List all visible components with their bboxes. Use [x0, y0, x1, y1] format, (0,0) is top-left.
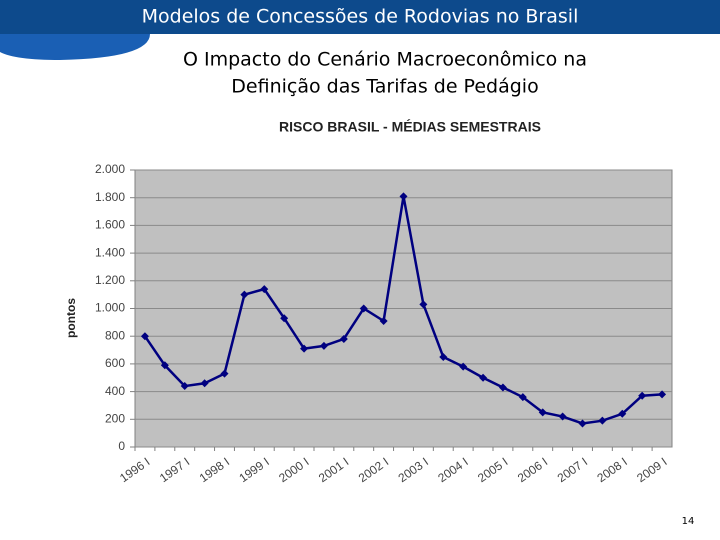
- point-marker: [518, 393, 527, 402]
- y-tick-label: 400: [105, 384, 125, 398]
- y-tick-label: 1.400: [95, 245, 125, 259]
- point-marker: [658, 390, 667, 399]
- x-tick-label: 2001 I: [316, 455, 351, 486]
- point-marker: [319, 341, 328, 350]
- point-marker: [479, 373, 488, 382]
- point-marker: [598, 416, 607, 425]
- y-tick-label: 2.000: [95, 162, 125, 176]
- point-marker: [200, 379, 209, 388]
- point-marker: [498, 383, 507, 392]
- point-marker: [578, 419, 587, 428]
- y-tick-label: 1.000: [95, 301, 125, 315]
- page-number: 14: [682, 516, 695, 527]
- header-bar: [0, 0, 720, 34]
- x-tick-label: 1996 I: [117, 455, 152, 486]
- point-marker: [439, 352, 448, 361]
- point-marker: [399, 192, 408, 201]
- point-marker: [618, 409, 627, 418]
- x-tick-label: 1997 I: [157, 455, 192, 486]
- header-swoosh: [0, 34, 150, 60]
- point-marker: [240, 290, 249, 299]
- x-tick-label: 2008 I: [594, 455, 629, 486]
- y-tick-label: 0: [118, 439, 125, 453]
- point-marker: [160, 361, 169, 370]
- y-tick-label: 1.800: [95, 190, 125, 204]
- x-tick-label: 2005 I: [475, 455, 510, 486]
- chart-title: RISCO BRASIL - MÉDIAS SEMESTRAIS: [279, 119, 541, 135]
- x-tick-label: 1998 I: [197, 455, 232, 486]
- point-marker: [339, 334, 348, 343]
- point-marker: [638, 391, 647, 400]
- point-marker: [260, 285, 269, 294]
- x-tick-label: 2009 I: [634, 455, 669, 486]
- point-marker: [419, 300, 428, 309]
- subtitle-line: Definição das Tarifas de Pedágio: [231, 76, 538, 98]
- point-marker: [140, 332, 149, 341]
- point-marker: [538, 408, 547, 417]
- x-tick-label: 1999 I: [236, 455, 271, 486]
- x-tick-label: 2002 I: [356, 455, 391, 486]
- point-marker: [459, 362, 468, 371]
- y-tick-label: 1.600: [95, 218, 125, 232]
- y-tick-label: 200: [105, 411, 125, 425]
- point-marker: [180, 382, 189, 391]
- point-marker: [359, 304, 368, 313]
- point-marker: [280, 314, 289, 323]
- header-title: Modelos de Concessões de Rodovias no Bra…: [142, 6, 579, 28]
- x-tick-label: 2007 I: [555, 455, 590, 486]
- x-tick-label: 2003 I: [396, 455, 431, 486]
- y-tick-label: 600: [105, 356, 125, 370]
- subtitle-line: O Impacto do Cenário Macroeconômico na: [183, 49, 587, 71]
- y-tick-label: 800: [105, 328, 125, 342]
- x-tick-label: 2004 I: [435, 455, 470, 486]
- point-marker: [220, 369, 229, 378]
- point-marker: [558, 412, 567, 421]
- point-marker: [379, 316, 388, 325]
- x-tick-label: 2006 I: [515, 455, 550, 486]
- x-tick-label: 2000 I: [276, 455, 311, 486]
- y-axis-label: pontos: [64, 298, 78, 338]
- point-marker: [300, 344, 309, 353]
- y-tick-label: 1.200: [95, 273, 125, 287]
